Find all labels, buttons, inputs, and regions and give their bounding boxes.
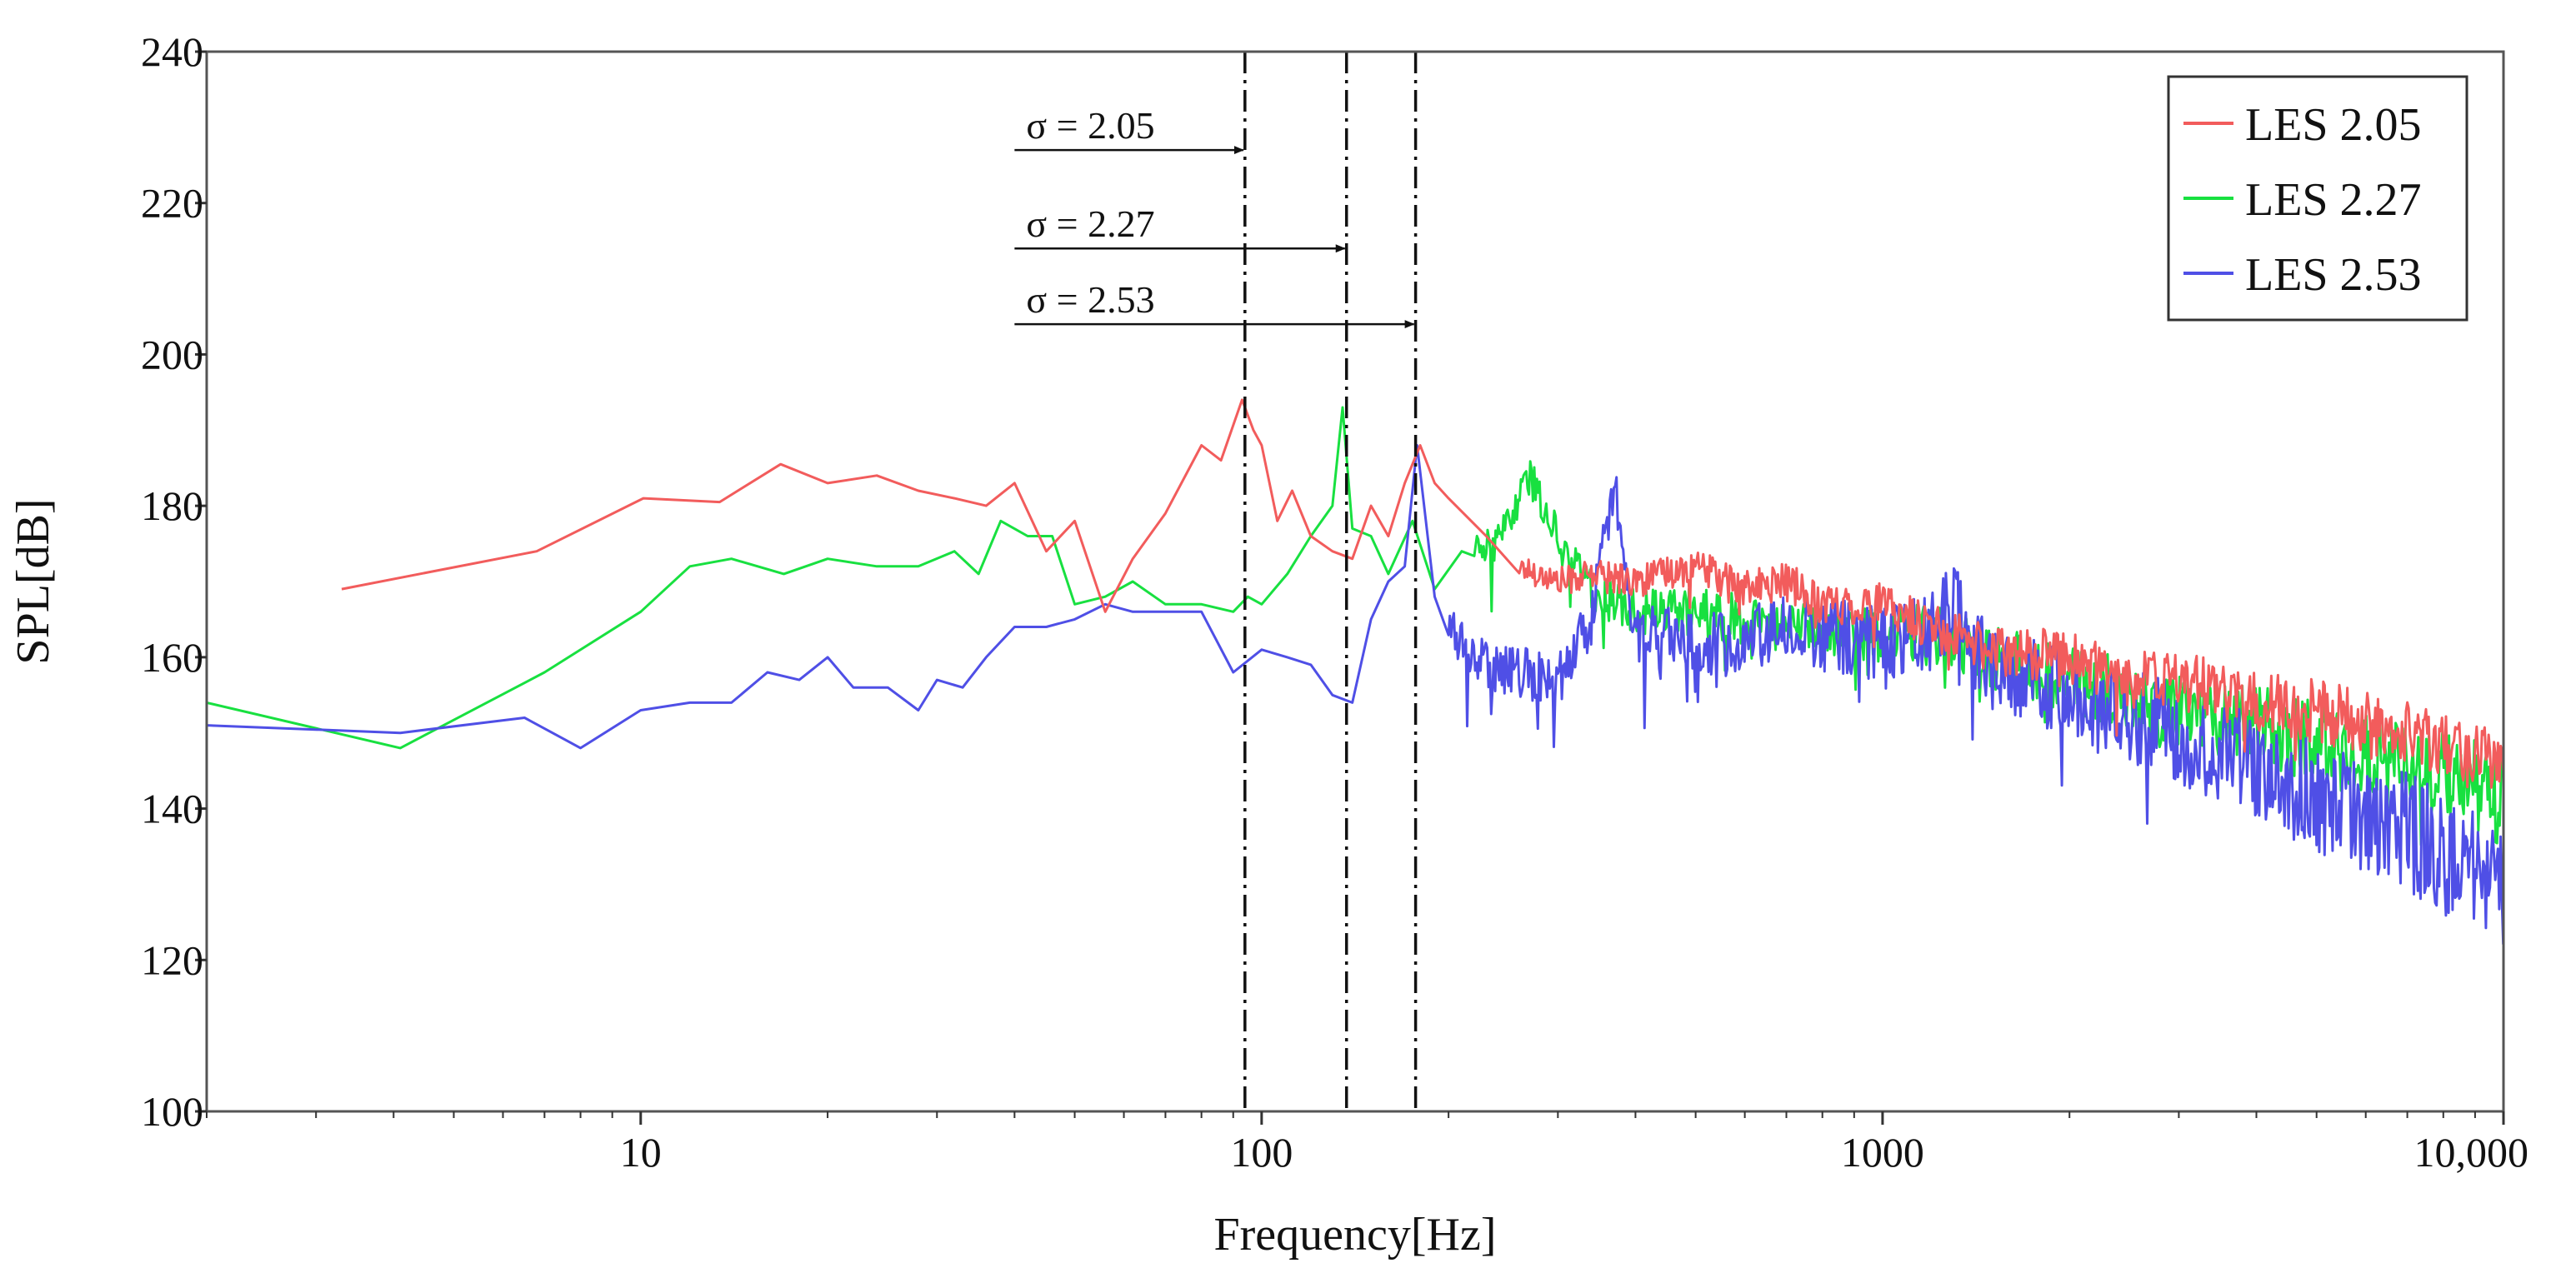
x-axis-label: Frequency[Hz] <box>1214 1209 1497 1261</box>
sigma-markers: σ = 2.05 σ = 2.27 σ = 2.53 <box>1014 52 1418 1111</box>
y-tick-label: 160 <box>141 634 203 681</box>
y-tick-label: 240 <box>141 28 203 75</box>
y-tick-label: 140 <box>141 786 203 832</box>
x-tick-label: 10 <box>620 1129 662 1176</box>
legend: LES 2.05 LES 2.27 LES 2.53 <box>2167 75 2468 322</box>
sigma-label-2: σ = 2.27 <box>1026 202 1154 245</box>
plot-frame <box>205 50 2505 1113</box>
legend-label-les-2-05: LES 2.05 <box>2245 99 2422 151</box>
sigma-label-1: σ = 2.05 <box>1026 104 1154 147</box>
series-lines <box>206 398 2505 945</box>
series-line-les-2-27 <box>206 406 2504 846</box>
legend-label-les-2-27: LES 2.27 <box>2245 174 2422 226</box>
y-axis-ticks: 100 120 140 160 180 200 220 240 <box>141 28 207 1135</box>
y-tick-label: 120 <box>141 936 203 983</box>
x-axis-ticks: 10 100 1000 10,000 <box>206 1111 2529 1176</box>
x-tick-label: 10,000 <box>2414 1129 2529 1176</box>
y-tick-label: 180 <box>141 482 203 529</box>
series-line-les-2-05 <box>341 398 2505 789</box>
series-line-les-2-53 <box>206 444 2505 945</box>
y-tick-label: 100 <box>141 1088 203 1135</box>
y-tick-label: 200 <box>141 331 203 377</box>
sigma-label-3: σ = 2.53 <box>1026 278 1154 321</box>
legend-label-les-2-53: LES 2.53 <box>2245 249 2422 301</box>
x-tick-label: 1000 <box>1841 1129 1924 1176</box>
y-axis-label: SPL[dB] <box>8 498 59 664</box>
x-tick-label: 100 <box>1230 1129 1293 1176</box>
y-tick-label: 220 <box>141 180 203 227</box>
